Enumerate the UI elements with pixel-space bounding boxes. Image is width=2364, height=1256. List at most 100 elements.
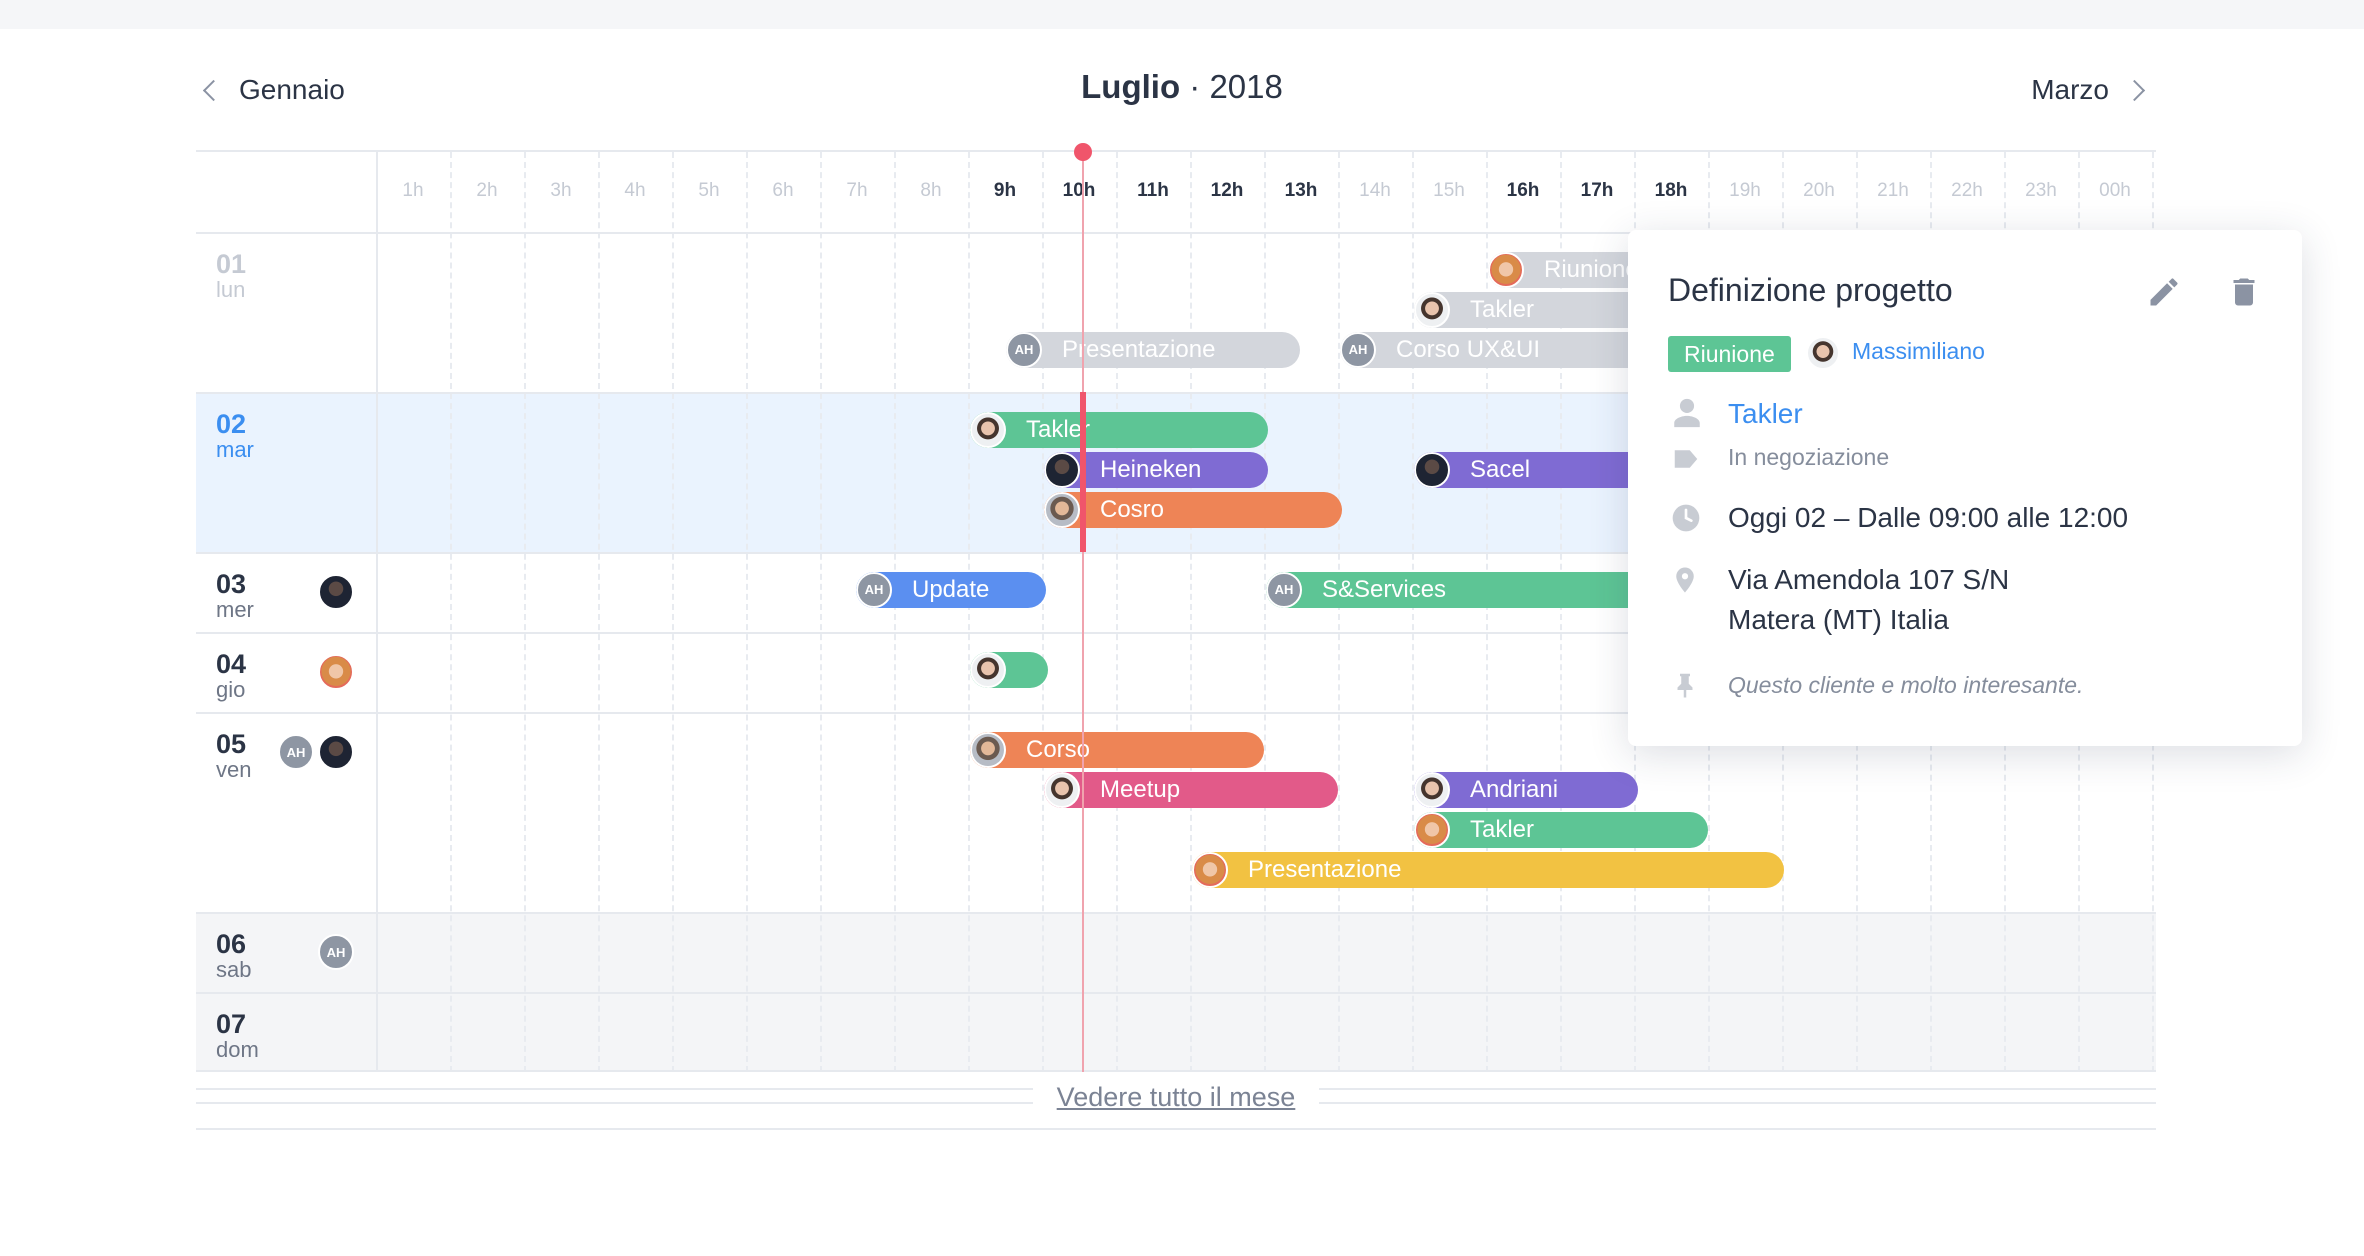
event-takler[interactable]: Takler <box>1414 812 1708 848</box>
day-number: 06 <box>216 929 247 959</box>
grid-line <box>598 152 600 1072</box>
grid-line <box>746 152 748 1072</box>
grid-line <box>1116 152 1118 1072</box>
event-label: S&Services <box>1322 576 1447 603</box>
address-line-1: Via Amendola 107 S/N <box>1728 564 2010 595</box>
day-weekday: ven <box>216 757 252 782</box>
avatar[interactable]: AH <box>318 934 354 970</box>
title-separator: · <box>1180 68 1210 105</box>
event-andriani[interactable]: Andriani <box>1414 772 1638 808</box>
calendar-title: Luglio · 2018 <box>0 68 2364 106</box>
avatar[interactable]: AH <box>278 734 314 770</box>
hour-label: 13h <box>1284 180 1318 201</box>
avatar[interactable] <box>318 574 354 610</box>
see-all-month-link[interactable]: Vedere tutto il mese <box>1032 1082 1320 1112</box>
event-sservices[interactable]: AH S&Services <box>1266 572 1668 608</box>
avatar <box>1192 852 1228 888</box>
day-label[interactable]: 05 ven <box>216 730 251 782</box>
event-presentazione[interactable]: Presentazione <box>1192 852 1784 888</box>
event-label: Andriani <box>1470 776 1559 803</box>
event-time: Oggi 02 – Dalle 09:00 alle 12:00 <box>1728 502 2129 533</box>
event-corso[interactable]: Corso <box>970 732 1264 768</box>
hour-label: 18h <box>1654 180 1688 201</box>
avatar: AH <box>856 572 892 608</box>
hour-label: 1h <box>402 180 424 201</box>
hour-label: 4h <box>624 180 646 201</box>
avatar[interactable] <box>318 654 354 690</box>
grid-line <box>376 152 378 1072</box>
pencil-icon[interactable] <box>2146 274 2182 310</box>
day-label[interactable]: 07 dom <box>216 1010 259 1062</box>
prev-month-button[interactable]: Gennaio <box>200 70 345 110</box>
event-label: Takler <box>1026 416 1091 443</box>
hour-label: 22h <box>1951 180 1983 201</box>
avatar: AH <box>1266 572 1302 608</box>
hour-label: 10h <box>1062 180 1096 201</box>
hour-label: 5h <box>698 180 720 201</box>
avatar <box>1414 812 1450 848</box>
hour-label: 21h <box>1877 180 1909 201</box>
prev-month-label: Gennaio <box>239 74 345 105</box>
avatar: AH <box>1340 332 1376 368</box>
owner-avatar <box>1806 336 1840 370</box>
avatar <box>970 652 1006 688</box>
pin-icon <box>1677 673 1693 698</box>
grid-line <box>1190 152 1192 1072</box>
current-time-dot <box>1074 143 1092 161</box>
hour-label: 2h <box>476 180 498 201</box>
chevron-right-icon <box>2123 79 2146 101</box>
event-corso-uxui[interactable]: AH Corso UX&UI <box>1340 332 1668 368</box>
hour-label: 00h <box>2099 180 2131 201</box>
event-heineken[interactable]: Heineken <box>1044 452 1268 488</box>
event-short[interactable] <box>970 652 1048 688</box>
hour-label: 14h <box>1359 180 1391 201</box>
grid-line <box>524 152 526 1072</box>
grid-line <box>1412 152 1414 1072</box>
hour-label: 9h <box>993 180 1017 201</box>
event-takler[interactable]: Takler <box>970 412 1268 448</box>
event-label: Takler <box>1470 296 1535 323</box>
day-weekday: mer <box>216 597 254 622</box>
avatar <box>1044 492 1080 528</box>
day-number: 07 <box>216 1009 247 1039</box>
day-label[interactable]: 06 sab <box>216 930 251 982</box>
event-type-badge: Riunione <box>1668 336 1791 372</box>
event-update[interactable]: AH Update <box>856 572 1046 608</box>
event-label: Riunione <box>1544 256 1639 283</box>
day-label[interactable]: 01 lun <box>216 250 246 302</box>
event-label: Cosro <box>1100 496 1165 523</box>
event-cosro[interactable]: Cosro <box>1044 492 1342 528</box>
day-label-today[interactable]: 02 mar <box>216 410 254 462</box>
address-line-2: Matera (MT) Italia <box>1728 604 1949 635</box>
title-month: Luglio <box>1081 68 1181 105</box>
grid-line <box>1042 152 1044 1072</box>
event-label: Corso UX&UI <box>1396 336 1541 363</box>
hour-label: 16h <box>1506 180 1540 201</box>
day-label[interactable]: 04 gio <box>216 650 246 702</box>
day-weekday: sab <box>216 957 252 982</box>
day-weekday: dom <box>216 1037 259 1062</box>
event-sacel[interactable]: Sacel <box>1414 452 1668 488</box>
next-month-label: Marzo <box>2031 74 2109 105</box>
event-label: Corso <box>1026 736 1091 763</box>
see-all-month: Vedere tutto il mese <box>196 1082 2156 1130</box>
current-time-line <box>1082 152 1084 1072</box>
client-link[interactable]: Takler <box>1728 398 1803 429</box>
event-takler[interactable]: Takler <box>1414 292 1668 328</box>
location-pin-icon <box>1676 567 1694 593</box>
next-month-button[interactable]: Marzo <box>2031 70 2148 110</box>
owner-link[interactable]: Massimiliano <box>1852 338 1985 364</box>
avatar <box>970 412 1006 448</box>
trash-icon[interactable] <box>2226 272 2262 312</box>
grid-line <box>968 152 970 1072</box>
hour-label: 20h <box>1803 180 1835 201</box>
event-meetup[interactable]: Meetup <box>1044 772 1338 808</box>
event-presentazione[interactable]: AH Presentazione <box>1006 332 1300 368</box>
grid-line <box>1560 152 1562 1072</box>
hour-label: 8h <box>920 180 942 201</box>
avatar[interactable] <box>318 734 354 770</box>
day-label[interactable]: 03 mer <box>216 570 254 622</box>
event-title: Definizione progetto <box>1668 272 1953 308</box>
hour-label: 12h <box>1210 180 1244 201</box>
top-bar <box>0 0 2364 29</box>
